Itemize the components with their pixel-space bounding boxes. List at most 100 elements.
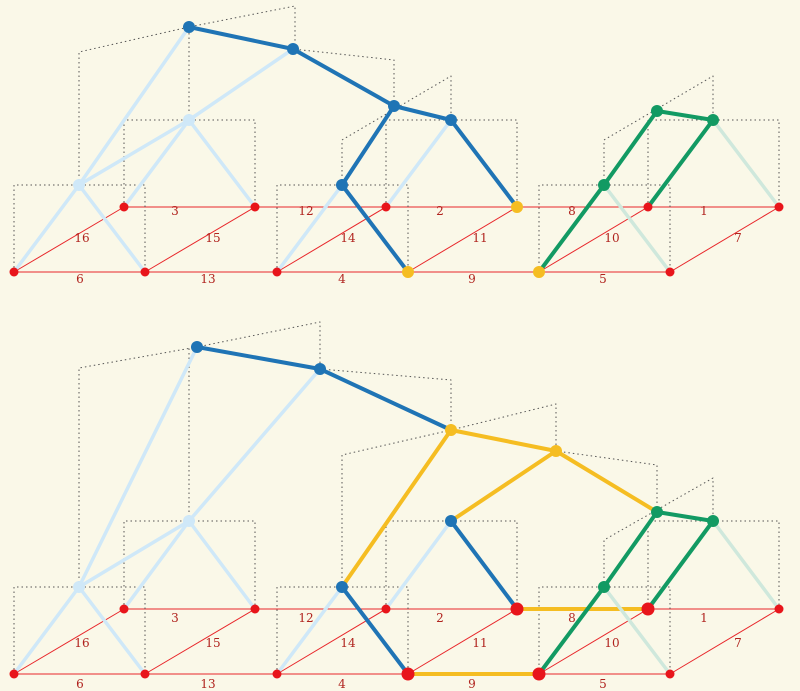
edge-label-12: 12 — [298, 204, 313, 218]
tree-edge-20 — [602, 510, 659, 589]
grid-node-0 — [9, 669, 19, 679]
tree-edge-7 — [275, 585, 344, 676]
guide-line-3 — [385, 119, 518, 207]
tree-edge-1 — [77, 585, 147, 676]
tree-edge-12 — [340, 104, 396, 187]
tree-node-5 — [550, 445, 562, 457]
grid-node-6 — [119, 202, 129, 212]
grid-node-3 — [402, 266, 414, 278]
grid-node-2 — [272, 669, 282, 679]
grid-diagonal-3 — [407, 608, 518, 675]
tree-edge-14 — [449, 118, 519, 209]
tree-node-7 — [73, 581, 85, 593]
tree-edge-0 — [12, 585, 81, 676]
grid-node-11 — [774, 202, 784, 212]
tree-node-6 — [183, 515, 195, 527]
grid-node-1 — [140, 669, 150, 679]
tree-edge-15 — [449, 449, 558, 523]
edge-label-7: 7 — [734, 636, 742, 650]
tree-edge-1 — [77, 183, 147, 274]
tree-edge-19 — [602, 183, 672, 274]
tree-node-1 — [287, 43, 299, 55]
edge-label-13: 13 — [200, 272, 215, 286]
tree-edge-11 — [392, 104, 453, 122]
guide-line-11 — [603, 477, 714, 587]
tree-edge-18 — [646, 118, 715, 209]
tree-node-1 — [314, 363, 326, 375]
edge-label-4: 4 — [338, 677, 346, 691]
grid-node-7 — [250, 604, 260, 614]
tree-edge-6 — [187, 47, 295, 122]
tree-node-6 — [73, 179, 85, 191]
tree-edge-23 — [602, 585, 672, 676]
tree-edge-2 — [77, 519, 191, 589]
guide-line-1 — [123, 119, 256, 207]
tree-edge-0 — [12, 183, 81, 274]
edge-label-3: 3 — [171, 204, 179, 218]
tree-edge-17 — [655, 109, 715, 122]
tree-edge-13 — [340, 183, 410, 274]
grid-diagonal-5 — [669, 608, 780, 675]
edge-label-8: 8 — [568, 204, 576, 218]
bottom-panel: 3 12 2 8 1 16 15 14 11 10 7 6 13 4 9 5 — [9, 321, 784, 691]
guide-line-9 — [319, 368, 452, 430]
edge-label-1: 1 — [700, 611, 708, 625]
grid-node-5 — [665, 669, 675, 679]
edge-label-2: 2 — [436, 611, 444, 625]
tree-edge-16 — [602, 109, 659, 187]
grid-node-4 — [533, 266, 545, 278]
edge-label-16: 16 — [74, 231, 89, 245]
edge-label-15: 15 — [205, 636, 220, 650]
tree-edge-4 — [187, 519, 257, 611]
guide-line-2 — [276, 184, 409, 272]
edge-label-7: 7 — [734, 231, 742, 245]
guide-line-9 — [292, 48, 395, 106]
tree-edge-15 — [537, 183, 606, 274]
tree-node-0 — [191, 341, 203, 353]
edge-label-14: 14 — [340, 231, 356, 245]
grid-node-7 — [250, 202, 260, 212]
grid-diagonal-5 — [669, 206, 780, 273]
grid-node-5 — [665, 267, 675, 277]
edge-label-15: 15 — [205, 231, 220, 245]
tree-edge-12 — [340, 585, 410, 676]
tree-node-9 — [598, 179, 610, 191]
edge-label-10: 10 — [604, 231, 619, 245]
edge-label-5: 5 — [599, 677, 607, 691]
tree-node-3 — [445, 114, 457, 126]
guide-line-4 — [538, 184, 671, 272]
tree-edge-5 — [77, 345, 199, 589]
tree-edge-10 — [318, 367, 453, 432]
grid-node-8 — [381, 604, 391, 614]
tree-edge-9 — [195, 345, 322, 371]
tree-edge-20 — [711, 118, 781, 209]
tree-node-10 — [598, 581, 610, 593]
grid-node-10 — [643, 202, 653, 212]
tree-node-8 — [651, 506, 663, 518]
edge-label-8: 8 — [568, 611, 576, 625]
grid-node-11 — [774, 604, 784, 614]
tree-edge-22 — [646, 519, 715, 611]
guide-line-2 — [276, 586, 409, 674]
grid-diagonal-1 — [144, 608, 256, 675]
tree-node-3 — [336, 581, 348, 593]
grid-node-4 — [532, 667, 546, 681]
grid-node-0 — [9, 267, 19, 277]
tree-node-4 — [445, 424, 457, 436]
grid-node-9 — [510, 602, 524, 616]
edge-label-4: 4 — [338, 272, 346, 286]
guide-line-4 — [538, 586, 671, 674]
tree-edge-11 — [449, 519, 519, 611]
tree-edge-3 — [122, 519, 191, 611]
tree-edge-5 — [77, 25, 191, 187]
edge-label-9: 9 — [468, 677, 476, 691]
grid-node-8 — [381, 202, 391, 212]
grid-node-1 — [140, 267, 150, 277]
edge-label-12: 12 — [298, 611, 313, 625]
grid-diagonal-3 — [407, 206, 518, 273]
tree-node-5 — [183, 114, 195, 126]
tree-node-7 — [651, 105, 663, 117]
grid-node-10 — [641, 602, 655, 616]
